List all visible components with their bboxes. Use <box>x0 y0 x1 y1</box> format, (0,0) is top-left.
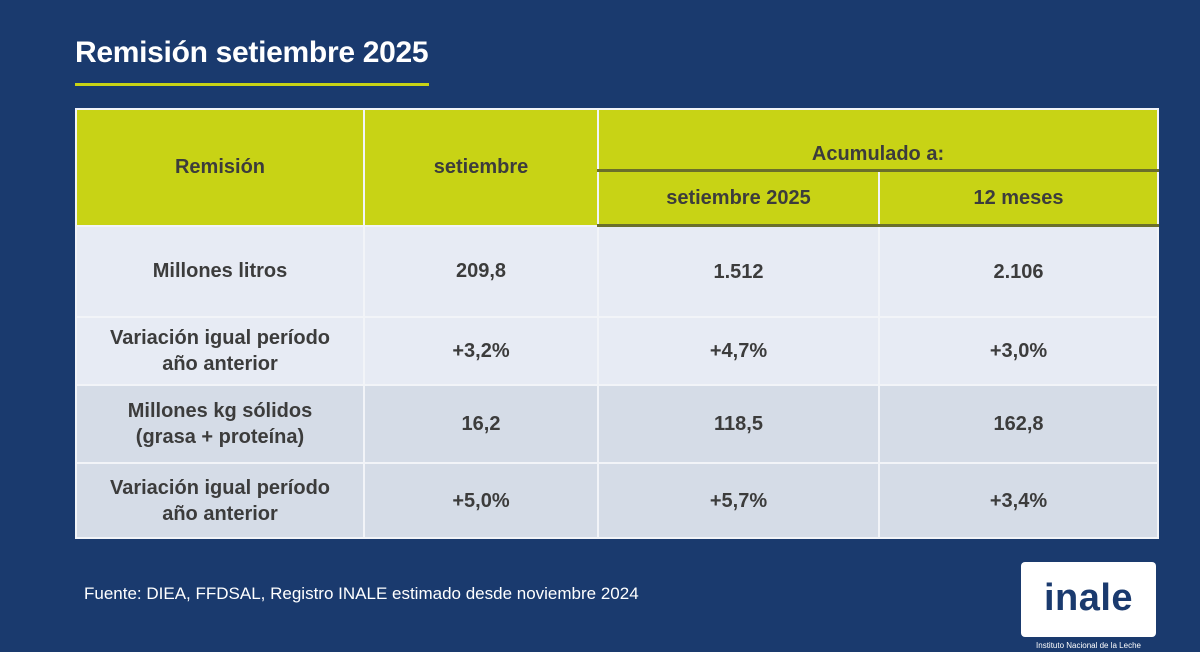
source-note: Fuente: DIEA, FFDSAL, Registro INALE est… <box>84 584 639 603</box>
cell-ytd: +4,7% <box>597 316 880 386</box>
cell-12m: 2.106 <box>878 224 1159 318</box>
row-label: Millones kg sólidos (grasa + proteína) <box>75 384 365 464</box>
inale-logo: inale <box>1021 562 1156 637</box>
header-ytd: setiembre 2025 <box>597 169 880 227</box>
subheader-row: setiembre 2025 12 meses <box>76 169 1159 227</box>
logo-wordmark: inale <box>1043 577 1134 619</box>
cell-12m: +3,0% <box>878 316 1159 386</box>
row-label: Millones litros <box>75 224 365 318</box>
cell-month: 209,8 <box>363 224 599 318</box>
row-label-line1: Variación igual período <box>109 476 331 499</box>
row-label-line1: Variación igual período <box>109 327 331 349</box>
row-label-line2: (grasa + proteína) <box>135 426 305 448</box>
table-row: Millones kg sólidos (grasa + proteína) 1… <box>75 384 1159 464</box>
header-remision: Remisión <box>75 108 365 227</box>
header-12-months: 12 meses <box>878 169 1159 227</box>
table-row: Variación igual período año anterior +3,… <box>75 316 1159 386</box>
header-row: Remisión setiembre Acumulado a: <box>75 108 1159 227</box>
row-label-line1: Millones litros <box>152 260 288 283</box>
remision-table: Remisión setiembre Acumulado a: setiembr… <box>75 108 1159 539</box>
cell-ytd: +5,7% <box>597 462 880 539</box>
cell-month: +3,2% <box>363 316 599 386</box>
row-label-line1: Millones kg sólidos <box>127 400 313 422</box>
table-row: Millones litros 209,8 1.512 2.106 <box>75 224 1159 318</box>
row-label-line2: año anterior <box>162 502 278 525</box>
row-label: Variación igual período año anterior <box>75 462 365 539</box>
header-month: setiembre <box>363 108 599 227</box>
cell-month: +5,0% <box>363 462 599 539</box>
title-underline <box>75 83 429 86</box>
row-label: Variación igual período año anterior <box>75 316 365 386</box>
header-acumulado: Acumulado a: <box>597 108 1159 172</box>
row-label-line2: año anterior <box>162 353 278 375</box>
page-title: Remisión setiembre 2025 <box>75 36 429 69</box>
cell-ytd: 118,5 <box>597 384 880 464</box>
cell-month: 16,2 <box>363 384 599 464</box>
cell-12m: 162,8 <box>878 384 1159 464</box>
logo-subtitle: Instituto Nacional de la Leche <box>1036 641 1141 650</box>
table-row: Variación igual período año anterior +5,… <box>75 462 1159 539</box>
cell-12m: +3,4% <box>878 462 1159 539</box>
cell-ytd: 1.512 <box>597 224 880 318</box>
